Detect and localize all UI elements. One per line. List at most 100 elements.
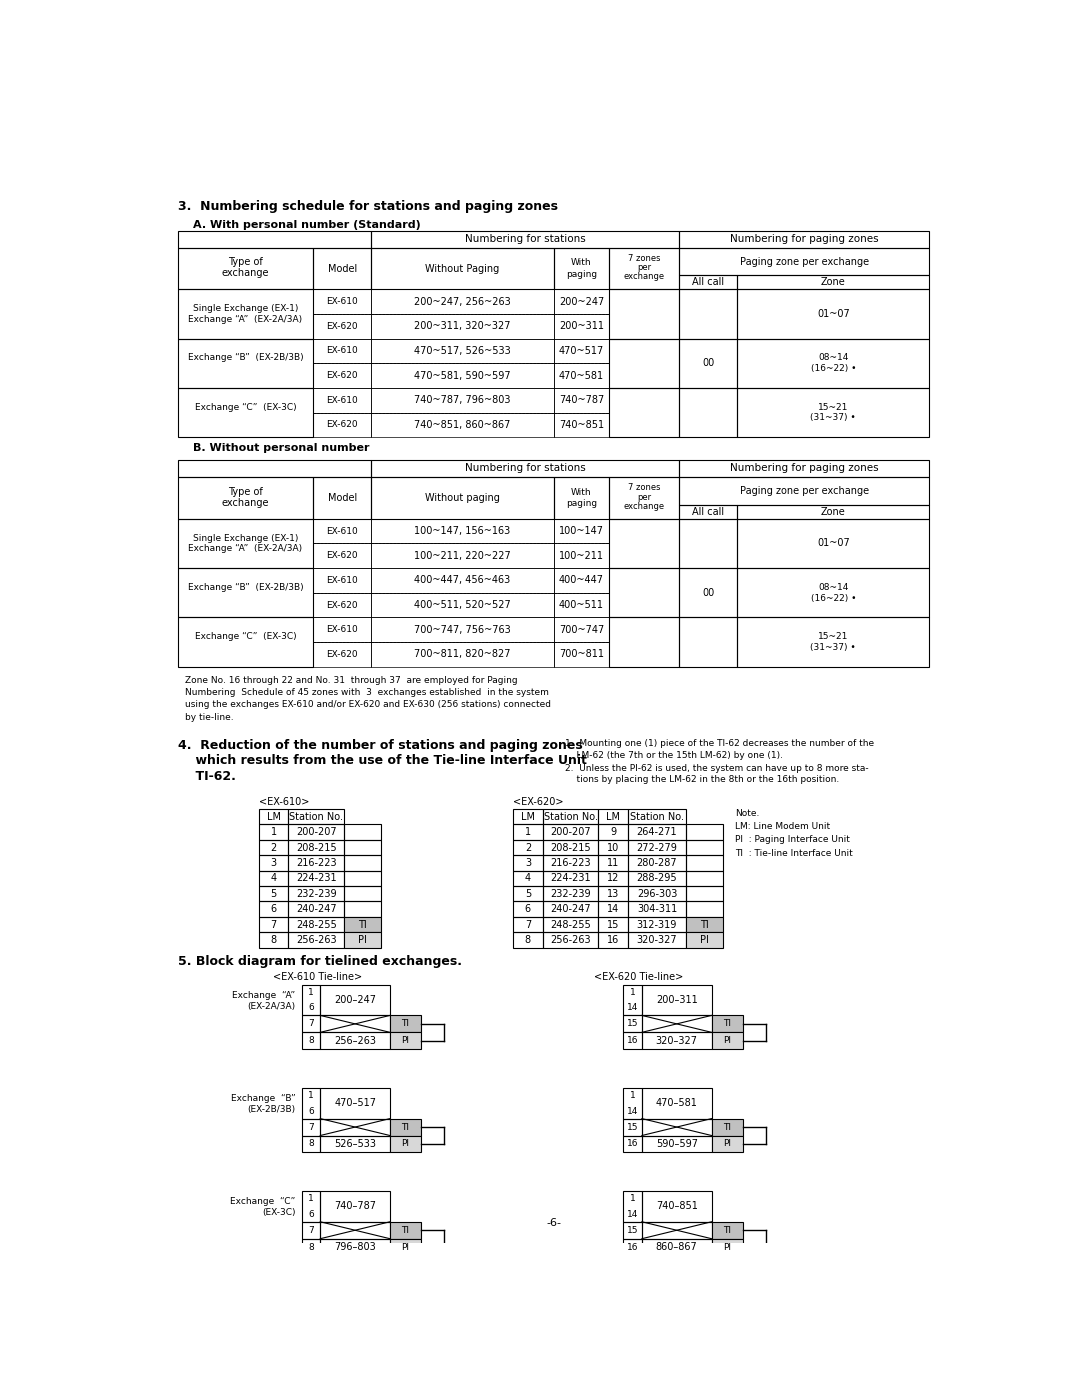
Text: TI: TI (724, 1020, 731, 1028)
Text: -6-: -6- (546, 1218, 561, 1228)
Bar (642, 1222, 712, 1239)
Text: which results from the use of the Tie-line Interface Unit: which results from the use of the Tie-li… (177, 754, 586, 767)
Bar (542, 824, 598, 840)
Text: 7 zones: 7 zones (627, 483, 661, 492)
Bar (288, 870, 345, 886)
Bar (390, 1222, 421, 1239)
Text: (EX-3C): (EX-3C) (262, 1208, 296, 1217)
Text: 16: 16 (626, 1243, 638, 1252)
Bar (288, 901, 345, 916)
Bar (177, 569, 313, 617)
Text: 9: 9 (610, 827, 617, 837)
Text: 15: 15 (607, 919, 619, 929)
Bar (390, 1119, 421, 1136)
Bar (598, 840, 627, 855)
Bar (554, 388, 609, 412)
Bar (259, 901, 288, 916)
Bar (554, 289, 609, 314)
Text: 10: 10 (607, 842, 619, 852)
Text: (16~22) •: (16~22) • (810, 594, 856, 602)
Bar (679, 460, 930, 478)
Bar (313, 617, 372, 643)
Text: 470~517, 526~533: 470~517, 526~533 (414, 346, 511, 356)
Text: PI: PI (724, 1140, 731, 1148)
Bar (712, 1239, 743, 1256)
Text: 470~517: 470~517 (558, 346, 604, 356)
Bar (609, 388, 679, 437)
Text: <EX-610 Tie-line>: <EX-610 Tie-line> (272, 972, 362, 982)
Text: PI: PI (700, 935, 710, 944)
Bar (313, 518, 372, 543)
Text: EX-620: EX-620 (326, 372, 359, 380)
Bar (390, 1032, 421, 1049)
Text: 16: 16 (626, 1037, 638, 1045)
Bar (513, 824, 542, 840)
Bar (686, 901, 724, 916)
Bar (177, 338, 313, 388)
Text: 312-319: 312-319 (637, 919, 677, 929)
Bar (686, 840, 724, 855)
Text: EX-610: EX-610 (326, 576, 359, 585)
Bar (554, 478, 609, 518)
Text: LM: LM (521, 812, 535, 821)
Text: 216-223: 216-223 (550, 858, 591, 868)
Text: exchange: exchange (221, 268, 269, 278)
Text: 16: 16 (607, 935, 619, 944)
Bar (609, 247, 679, 289)
Text: Exchange “A”  (EX-2A/3A): Exchange “A” (EX-2A/3A) (188, 314, 302, 324)
Bar (345, 840, 381, 855)
Text: 288-295: 288-295 (636, 873, 677, 883)
Bar (301, 1032, 321, 1049)
Bar (623, 1222, 642, 1239)
Bar (712, 1119, 743, 1136)
Bar (738, 504, 930, 518)
Text: 01~07: 01~07 (816, 309, 850, 319)
Bar (679, 518, 738, 569)
Text: 1: 1 (630, 1194, 635, 1203)
Bar (738, 518, 930, 569)
Text: 470~581: 470~581 (558, 370, 604, 380)
Bar (642, 1119, 712, 1136)
Bar (313, 543, 372, 569)
Bar (313, 314, 372, 338)
Text: LM: LM (267, 812, 281, 821)
Text: 2: 2 (271, 842, 276, 852)
Text: 232-239: 232-239 (296, 888, 337, 898)
Text: EX-620: EX-620 (326, 601, 359, 609)
Text: <EX-610>: <EX-610> (259, 796, 309, 806)
Bar (313, 478, 372, 518)
Text: Zone: Zone (821, 507, 846, 517)
Text: 8: 8 (525, 935, 531, 944)
Text: Numbering for paging zones: Numbering for paging zones (730, 233, 878, 244)
Bar (345, 855, 381, 870)
Bar (679, 247, 930, 275)
Text: 470~581, 590~597: 470~581, 590~597 (414, 370, 511, 380)
Text: 3: 3 (525, 858, 531, 868)
Text: 400~511: 400~511 (559, 599, 604, 610)
Text: 232-239: 232-239 (550, 888, 591, 898)
Text: 5: 5 (271, 888, 276, 898)
Bar (301, 1119, 321, 1136)
Text: 2: 2 (525, 842, 531, 852)
Text: 320–327: 320–327 (656, 1035, 698, 1046)
Text: 1.  Mounting one (1) piece of the TI-62 decreases the number of the
    LM-62 (t: 1. Mounting one (1) piece of the TI-62 d… (565, 739, 874, 760)
Text: TI: TI (700, 919, 708, 929)
Text: 08~14: 08~14 (818, 353, 849, 362)
Text: 1: 1 (525, 827, 531, 837)
Bar (542, 870, 598, 886)
Bar (345, 932, 381, 947)
Text: Numbering for paging zones: Numbering for paging zones (730, 464, 878, 474)
Bar (542, 886, 598, 901)
Bar (321, 1192, 390, 1222)
Text: 1: 1 (271, 827, 276, 837)
Text: PI: PI (402, 1140, 409, 1148)
Text: 13: 13 (607, 888, 619, 898)
Bar (686, 886, 724, 901)
Text: TI: TI (402, 1020, 409, 1028)
Bar (177, 478, 313, 518)
Bar (554, 338, 609, 363)
Text: 100~147: 100~147 (559, 527, 604, 536)
Bar (177, 247, 313, 289)
Bar (542, 855, 598, 870)
Text: Model: Model (327, 493, 356, 503)
